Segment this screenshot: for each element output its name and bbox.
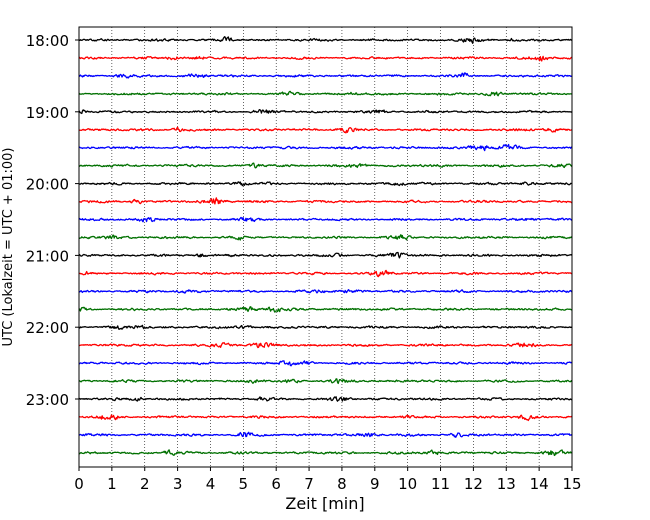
seismogram-trace-2130 (78, 289, 573, 294)
y-tick-label: 19:00 (26, 104, 69, 122)
seismogram-trace-2115 (78, 269, 573, 278)
seismogram-trace-1830 (78, 72, 573, 79)
x-tick-label: 4 (206, 475, 216, 493)
seismogram-trace-2015 (78, 197, 573, 205)
x-tick-label: 10 (398, 475, 417, 493)
trace-layer (78, 36, 573, 457)
seismogram-trace-2145 (78, 306, 573, 313)
x-tick-label: 3 (173, 475, 183, 493)
seismogram-trace-1915 (78, 126, 573, 134)
seismogram-trace-2030 (78, 216, 573, 223)
x-axis-label: Zeit [min] (285, 494, 364, 513)
seismogram-trace-2330 (78, 431, 573, 438)
seismogram-trace-1930 (78, 143, 573, 152)
seismogram-trace-1900 (78, 109, 573, 115)
seismogram-trace-2100 (78, 251, 573, 259)
x-tick-label: 1 (107, 475, 117, 493)
x-tick-label: 12 (464, 475, 483, 493)
x-tick-label: 7 (304, 475, 314, 493)
y-tick-label: 23:00 (26, 391, 69, 409)
seismogram-trace-2300 (78, 396, 573, 402)
y-axis-ticks: 18:00 19:00 20:00 21:00 22:00 23:00 (26, 32, 79, 409)
x-tick-label: 9 (370, 475, 380, 493)
seismogram-trace-1845 (78, 90, 573, 97)
y-tick-label: 21:00 (26, 247, 69, 265)
y-axis-label: UTC (Lokalzeit = UTC + 01:00) (1, 148, 16, 347)
y-tick-label: 18:00 (26, 32, 69, 50)
seismogram-trace-2215 (78, 341, 572, 349)
y-tick-label: 22:00 (26, 319, 69, 337)
x-tick-label: 13 (497, 475, 516, 493)
x-tick-label: 15 (562, 475, 581, 493)
seismogram-trace-1800 (78, 36, 573, 44)
seismogram-trace-2345 (78, 449, 573, 457)
x-tick-label: 6 (271, 475, 281, 493)
x-tick-label: 14 (530, 475, 549, 493)
x-axis-ticks: 0 1 2 3 4 5 6 7 8 9 10 11 12 13 14 15 (74, 467, 582, 493)
x-tick-label: 8 (337, 475, 347, 493)
x-tick-label: 2 (140, 475, 150, 493)
seismogram-trace-2000 (78, 181, 573, 187)
seismogram-trace-2230 (78, 360, 573, 367)
seismogram-trace-2200 (78, 324, 573, 331)
plot-frame (78, 26, 573, 468)
grid-layer (111, 27, 540, 467)
seismogram-trace-1815 (78, 55, 573, 62)
x-tick-label: 11 (431, 475, 450, 493)
seismogram-trace-2245 (78, 378, 573, 385)
x-tick-label: 5 (239, 475, 249, 493)
seismogram-trace-2045 (78, 234, 573, 241)
seismogram-trace-1945 (78, 162, 573, 169)
x-tick-label: 0 (74, 475, 84, 493)
y-tick-label: 20:00 (26, 176, 69, 194)
seismogram-trace-2315 (78, 414, 573, 422)
